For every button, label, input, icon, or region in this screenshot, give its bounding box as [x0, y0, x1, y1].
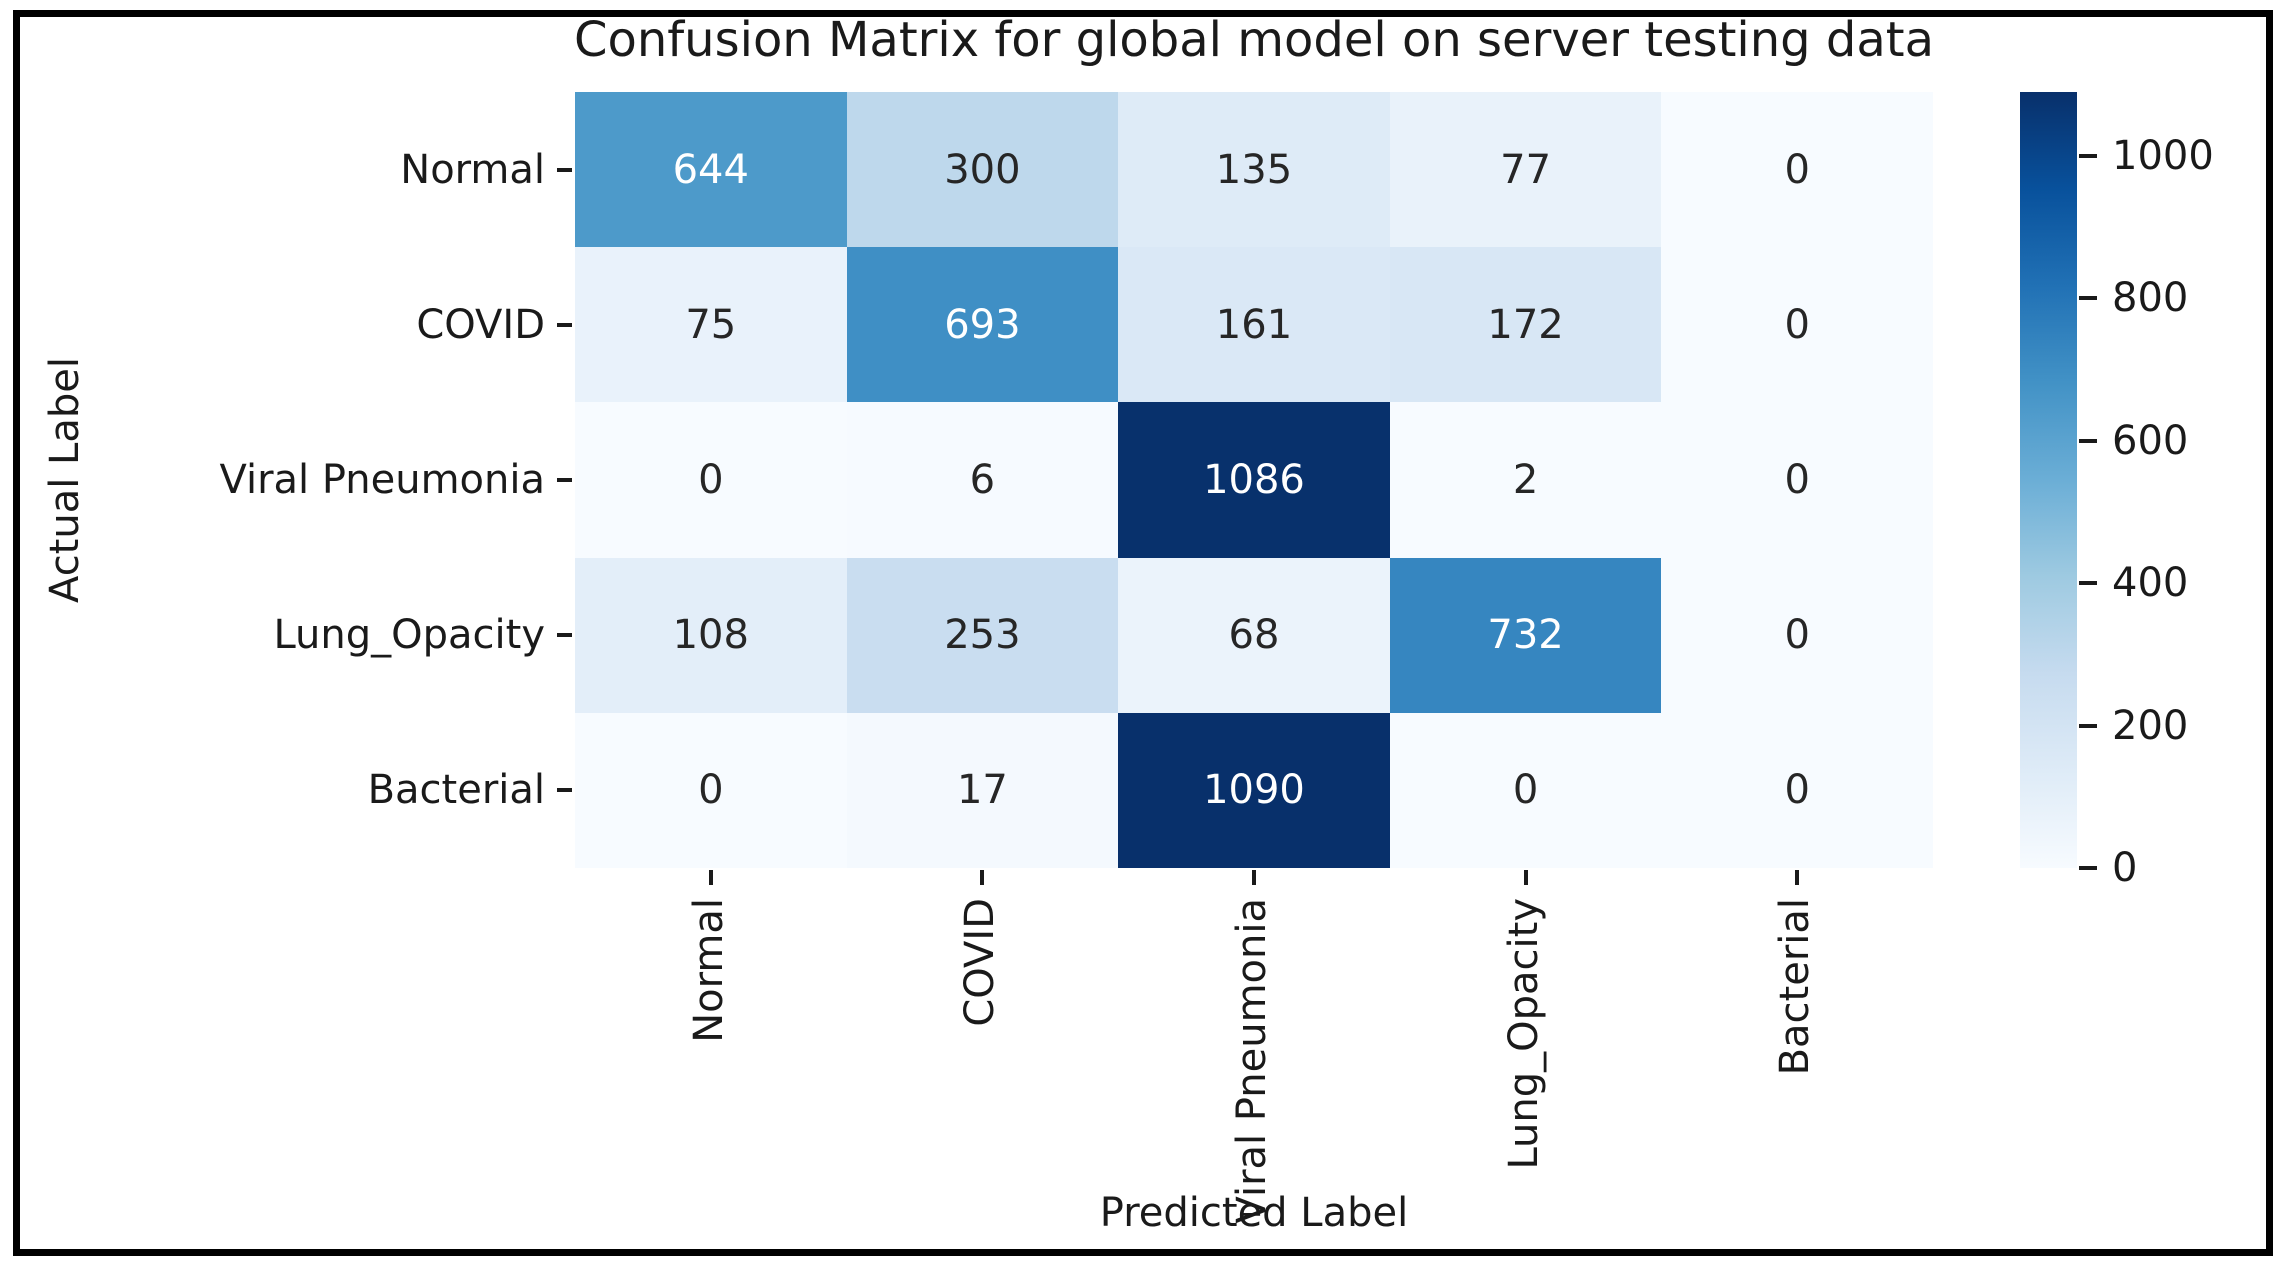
- heatmap-cell-r4c1: 17: [846, 712, 1119, 868]
- heatmap-cell-r1c2: 161: [1118, 247, 1390, 403]
- cell-value: 0: [1784, 456, 1810, 503]
- heatmap-cell-r3c2: 68: [1118, 557, 1390, 713]
- heatmap-cell-r4c3: 0: [1389, 712, 1662, 868]
- heatmap-cell-r3c4: 0: [1661, 557, 1933, 713]
- x-tick-label-viral-pneumonia: Viral Pneumonia: [1229, 898, 1275, 1224]
- cell-value: 253: [944, 612, 1021, 659]
- x-tick-mark: [1252, 870, 1256, 885]
- y-tick-label-lung-opacity: Lung_Opacity: [273, 612, 545, 659]
- cell-value: 1090: [1203, 767, 1305, 814]
- cell-value: 693: [944, 301, 1021, 348]
- x-tick-label-lung-opacity: Lung_Opacity: [1500, 898, 1547, 1170]
- colorbar-tick-mark: [2079, 581, 2097, 586]
- heatmap-cell-r2c1: 6: [846, 402, 1119, 558]
- cell-value: 108: [672, 612, 749, 659]
- heatmap-cell-r2c4: 0: [1661, 402, 1933, 558]
- cell-value: 0: [1784, 767, 1810, 814]
- heatmap-cell-r2c2: 1086: [1118, 402, 1390, 558]
- colorbar-tick-mark: [2079, 296, 2097, 301]
- cell-value: 732: [1487, 612, 1564, 659]
- y-tick-mark: [557, 633, 572, 638]
- heatmap-cell-r1c4: 0: [1661, 247, 1933, 403]
- colorbar: [2020, 92, 2077, 868]
- x-tick-label-bacterial: Bacterial: [1772, 898, 1819, 1076]
- heatmap-cell-r0c2: 135: [1118, 92, 1390, 248]
- figure-border: [13, 10, 2273, 1256]
- cell-value: 68: [1228, 612, 1280, 659]
- colorbar-tick-label-200: 200: [2112, 702, 2189, 749]
- heatmap-cell-r0c4: 0: [1661, 92, 1933, 248]
- y-tick-mark: [557, 167, 572, 172]
- x-tick-mark: [1523, 870, 1528, 885]
- x-axis-label: Predicted Label: [1099, 1190, 1409, 1236]
- y-tick-mark: [557, 478, 572, 482]
- x-tick-label-normal: Normal: [685, 898, 732, 1043]
- x-tick-mark: [708, 870, 713, 885]
- y-tick-label-bacterial: Bacterial: [367, 767, 545, 814]
- chart-title: Confusion Matrix for global model on ser…: [573, 12, 1935, 68]
- cell-value: 0: [1784, 146, 1810, 193]
- heatmap-cell-r3c3: 732: [1389, 557, 1662, 713]
- colorbar-tick-mark: [2079, 438, 2097, 443]
- colorbar-tick-mark: [2079, 866, 2097, 870]
- cell-value: 17: [956, 767, 1008, 814]
- colorbar-tick-label-0: 0: [2112, 845, 2138, 891]
- heatmap-grid: 644 300 135 77 0 75 693 161 172 0 0 6 1086 2 0 108 253 68…: [575, 92, 1933, 868]
- cell-value: 0: [698, 767, 724, 814]
- cell-value: 1086: [1203, 456, 1305, 503]
- colorbar-tick-mark: [2079, 723, 2097, 728]
- cell-value: 0: [1784, 612, 1810, 659]
- colorbar-tick-mark: [2079, 154, 2097, 159]
- cell-value: 75: [685, 301, 737, 348]
- x-tick-mark: [1795, 870, 1800, 885]
- heatmap-cell-r0c3: 77: [1389, 92, 1662, 248]
- cell-value: 172: [1487, 301, 1564, 348]
- heatmap-cell-r4c4: 0: [1661, 712, 1933, 868]
- heatmap-cell-r0c0: 644: [575, 92, 847, 248]
- x-tick-label-covid: COVID: [957, 898, 1004, 1027]
- x-tick-mark: [980, 870, 985, 885]
- y-tick-mark: [557, 322, 572, 327]
- cell-value: 0: [1784, 301, 1810, 348]
- y-tick-label-viral-pneumonia: Viral Pneumonia: [219, 457, 545, 503]
- colorbar-tick-label-400: 400: [2112, 560, 2189, 607]
- cell-value: 161: [1215, 301, 1293, 348]
- cell-value: 0: [1512, 767, 1539, 814]
- cell-value: 6: [969, 456, 996, 503]
- heatmap-cell-r4c0: 0: [575, 712, 847, 868]
- y-tick-label-covid: COVID: [416, 301, 545, 348]
- y-tick-mark: [557, 788, 572, 793]
- heatmap-cell-r3c1: 253: [846, 557, 1119, 713]
- cell-value: 300: [944, 146, 1021, 193]
- heatmap-cell-r3c0: 108: [575, 557, 847, 713]
- cell-value: 77: [1500, 146, 1552, 193]
- heatmap-cell-r2c3: 2: [1389, 402, 1662, 558]
- y-axis-label: Actual Label: [42, 357, 88, 603]
- heatmap-cell-r1c0: 75: [575, 247, 847, 403]
- cell-value: 0: [698, 456, 724, 503]
- heatmap-cell-r0c1: 300: [846, 92, 1119, 248]
- cell-value: 135: [1215, 146, 1293, 193]
- cell-value: 644: [672, 146, 749, 193]
- heatmap-cell-r1c3: 172: [1389, 247, 1662, 403]
- heatmap-cell-r1c1: 693: [846, 247, 1119, 403]
- y-tick-label-normal: Normal: [400, 146, 545, 193]
- colorbar-tick-label-600: 600: [2112, 417, 2189, 464]
- colorbar-tick-label-800: 800: [2112, 275, 2189, 322]
- heatmap-cell-r4c2: 1090: [1118, 712, 1390, 868]
- cell-value: 2: [1512, 456, 1539, 503]
- heatmap-cell-r2c0: 0: [575, 402, 847, 558]
- colorbar-tick-label-1000: 1000: [2112, 133, 2214, 180]
